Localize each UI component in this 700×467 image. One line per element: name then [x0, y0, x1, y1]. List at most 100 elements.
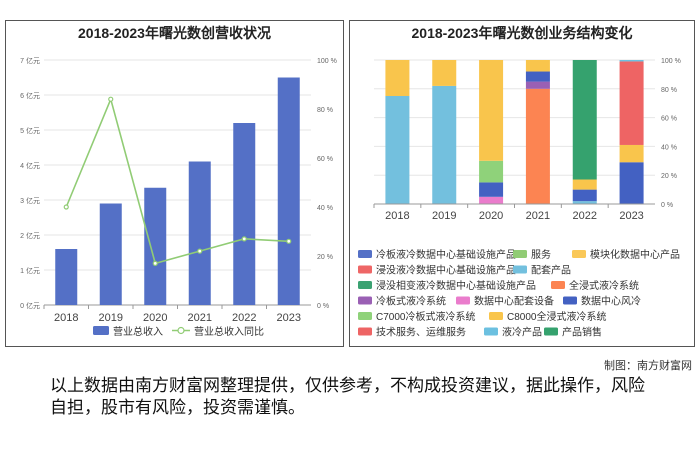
stack-segment	[525, 71, 550, 82]
stack-segment	[479, 182, 504, 197]
x-tick-label: 2018	[54, 312, 78, 324]
bar	[99, 203, 122, 305]
stack-segment	[479, 160, 504, 183]
y-tick-label: 6 亿元	[20, 91, 40, 100]
yoy-point	[63, 204, 69, 210]
legend-label: 冷板式液冷系统	[376, 295, 446, 308]
stack-segment	[619, 144, 644, 163]
legend-label-yoy: 营业总收入同比	[194, 325, 264, 338]
legend-label: C7000冷板式液冷系统	[376, 310, 475, 323]
stack-segment	[432, 60, 457, 86]
legend-label: 浸没液冷数据中心基础设施产品	[376, 264, 516, 277]
y2-tick-label: 40 %	[317, 205, 333, 212]
yoy-point	[241, 236, 247, 242]
legend-swatch	[358, 265, 372, 274]
y2-tick-label: 80 %	[317, 107, 333, 114]
x-tick-label: 2023	[619, 210, 643, 222]
legend-swatch	[358, 296, 372, 305]
legend-swatch	[358, 281, 372, 289]
y-tick-label: 5 亿元	[20, 126, 40, 135]
x-tick-label: 2018	[385, 210, 409, 222]
y-tick-label: 20 %	[661, 173, 677, 180]
structure-chart-panel: 2018-2023年曙光数创业务结构变化 0 % 20 % 40 % 60 % 80 %…	[349, 20, 695, 347]
x-tick-label: 2021	[188, 312, 212, 324]
legend-swatch	[551, 281, 565, 289]
x-tick-label: 2021	[526, 210, 550, 222]
legend-swatch	[358, 327, 372, 336]
legend-label: 数据中心风冷	[581, 295, 641, 308]
bar	[55, 249, 78, 305]
legend-swatch	[358, 250, 372, 258]
x-tick-label: 2023	[277, 312, 301, 324]
stack-segment	[572, 189, 597, 202]
legend-swatch	[544, 327, 558, 336]
y-tick-label: 0 %	[661, 202, 673, 209]
stack-segment	[479, 196, 504, 204]
legend-swatch	[572, 250, 586, 258]
bar	[233, 123, 256, 305]
disclaimer-text: 以上数据由南方财富网整理提供，仅供参考，不构成投资建议，据此操作，风险自担，股市…	[50, 376, 645, 417]
legend-label: 数据中心配套设备	[474, 295, 554, 308]
stack-segment	[479, 60, 504, 161]
x-tick-label: 2022	[573, 210, 597, 222]
bar	[188, 161, 211, 305]
stack-segment	[385, 96, 410, 204]
stack-segment	[432, 85, 457, 204]
y-tick-label: 4 亿元	[20, 161, 40, 170]
legend-swatch	[513, 265, 527, 274]
yoy-point	[286, 238, 292, 244]
legend-label: 冷板液冷数据中心基础设施产品	[376, 248, 516, 261]
x-tick-label: 2019	[99, 312, 123, 324]
stack-segment	[385, 60, 410, 96]
bar	[277, 77, 300, 305]
revenue-chart-panel: 2018-2023年曙光数创营收状况 0 亿元 1 亿元 2 亿元 3 亿元 4 亿元 5…	[5, 20, 344, 347]
stack-segment	[572, 201, 597, 204]
legend-swatch	[563, 296, 577, 305]
yoy-point	[152, 260, 158, 266]
y-tick-label: 2 亿元	[20, 231, 40, 240]
legend-swatch	[358, 312, 372, 320]
yoy-point	[108, 96, 114, 102]
stack-segment	[619, 162, 644, 204]
legend-swatch	[513, 250, 527, 258]
y2-tick-label: 20 %	[317, 254, 333, 261]
legend-label: 全浸式液冷系统	[569, 279, 639, 292]
stack-segment	[619, 60, 644, 62]
credit-text: 制图：南方财富网	[604, 360, 692, 372]
revenue-chart: 0 亿元 1 亿元 2 亿元 3 亿元 4 亿元 5 亿元 6 亿元 7 亿元 0 % 20 % 4…	[20, 56, 337, 338]
yoy-point	[197, 248, 203, 254]
y2-tick-label: 0 %	[317, 303, 329, 310]
legend-swatch	[489, 312, 503, 320]
x-tick-label: 2019	[432, 210, 456, 222]
y-tick-label: 0 亿元	[20, 301, 40, 310]
y-tick-label: 7 亿元	[20, 56, 40, 65]
legend-label-revenue: 营业总收入	[113, 325, 163, 338]
bar	[144, 187, 167, 305]
legend-label: C8000全浸式液冷系统	[507, 310, 606, 323]
stack-segment	[525, 88, 550, 204]
y-tick-label: 1 亿元	[20, 266, 40, 275]
y2-tick-label: 100 %	[317, 58, 337, 65]
stack-segment	[525, 81, 550, 89]
legend-swatch	[456, 296, 470, 305]
legend-label: 技术服务、运维服务	[376, 326, 466, 339]
legend-label: 服务	[531, 248, 551, 261]
x-tick-label: 2020	[143, 312, 167, 324]
y-tick-label: 100 %	[661, 58, 681, 65]
stack-segment	[572, 179, 597, 190]
structure-chart-title: 2018-2023年曙光数创业务结构变化	[411, 25, 633, 41]
stack-segment	[525, 60, 550, 72]
stack-segment	[619, 61, 644, 145]
structure-chart: 0 % 20 % 40 % 60 % 80 % 100 % 2018 2019 2020 2021…	[358, 58, 681, 339]
legend-swatch	[484, 327, 498, 336]
y2-tick-label: 60 %	[317, 156, 333, 163]
revenue-chart-title: 2018-2023年曙光数创营收状况	[78, 25, 271, 41]
y-tick-label: 3 亿元	[20, 196, 40, 205]
x-tick-label: 2020	[479, 210, 503, 222]
x-tick-label: 2022	[232, 312, 256, 324]
legend-label: 配套产品	[531, 264, 571, 277]
y-tick-label: 40 %	[661, 144, 677, 151]
legend-label: 模块化数据中心产品	[590, 248, 680, 261]
y-tick-label: 80 %	[661, 87, 677, 94]
legend-label: 液冷产品	[502, 326, 542, 339]
